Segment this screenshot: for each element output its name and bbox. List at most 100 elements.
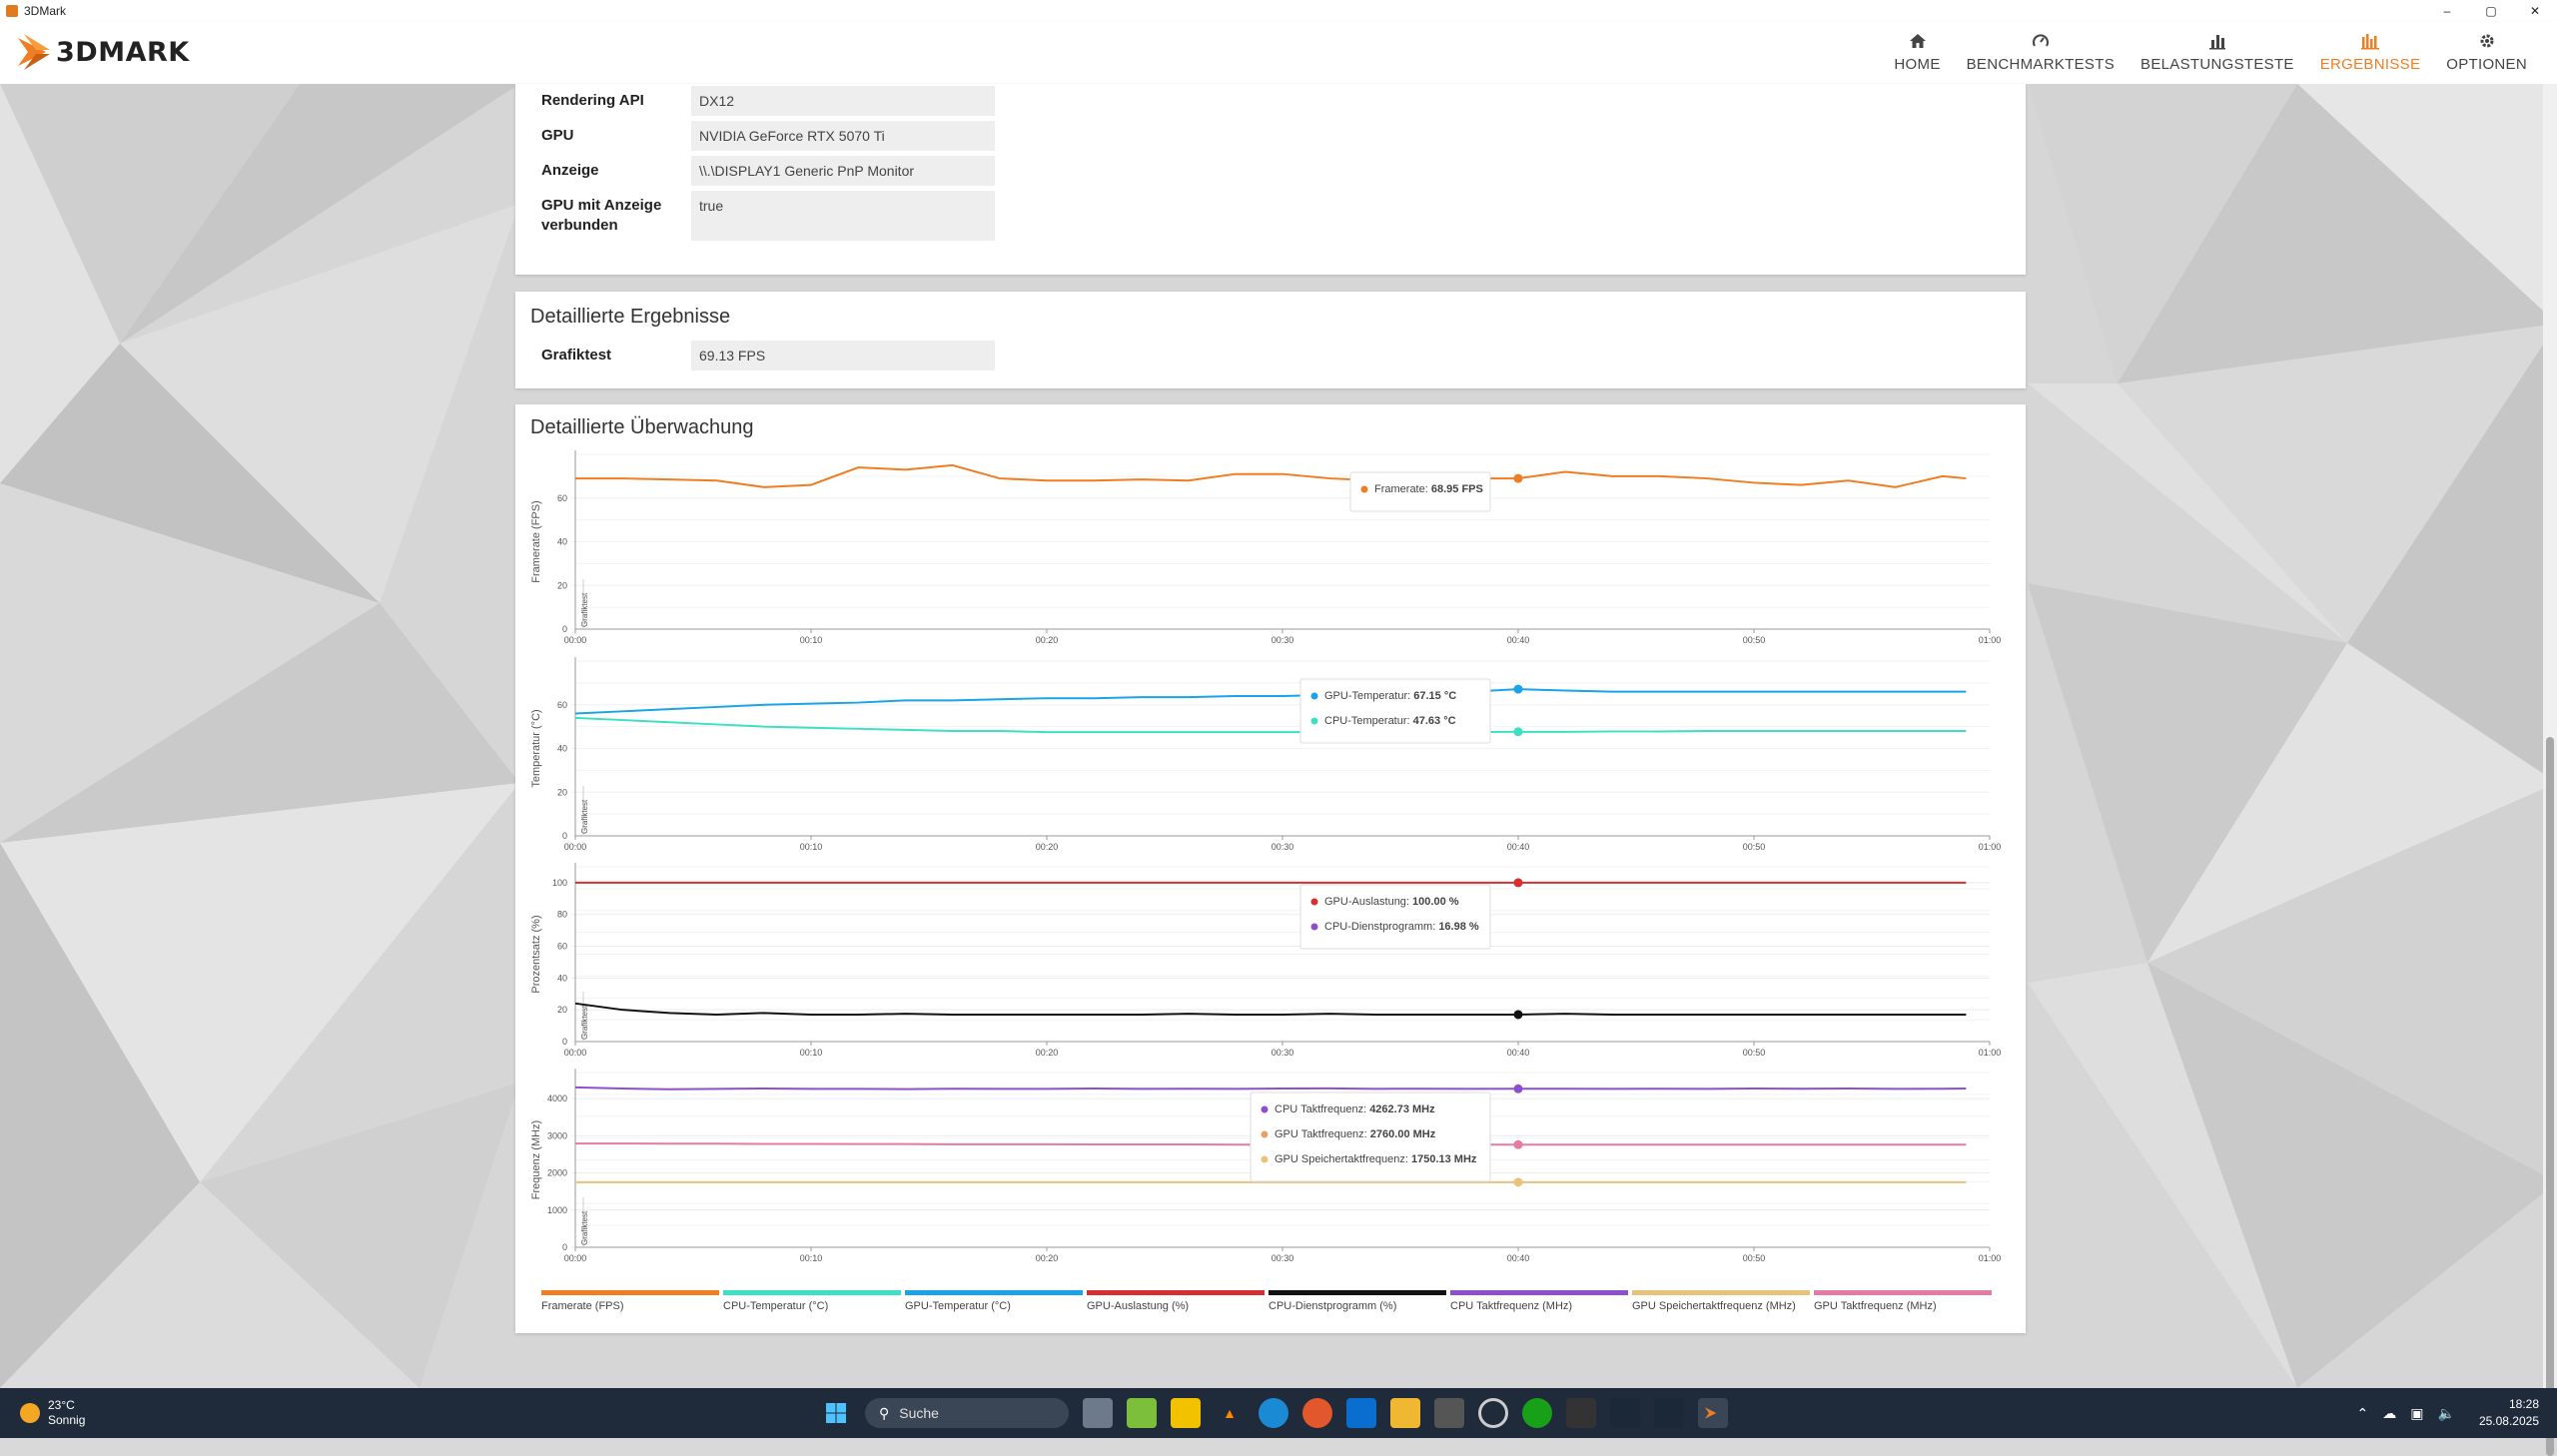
close-button[interactable]: ✕ <box>2513 0 2557 22</box>
y-tick-label: 3000 <box>547 1130 567 1140</box>
legend-item[interactable]: GPU-Temperatur (°C) <box>905 1290 1083 1312</box>
legend-item[interactable]: CPU-Dienstprogramm (%) <box>1269 1290 1446 1312</box>
file-explorer-icon[interactable] <box>1390 1398 1420 1428</box>
y-tick-label: 0 <box>562 624 567 634</box>
clock-date: 25.08.2025 <box>2479 1413 2539 1430</box>
series-marker <box>1514 878 1523 887</box>
y-tick-label: 2000 <box>547 1168 567 1178</box>
x-tick-label: 00:00 <box>564 842 587 852</box>
maximize-button[interactable]: ▢ <box>2469 0 2513 22</box>
y-axis-label: Framerate (FPS) <box>530 500 542 583</box>
legend-item[interactable]: CPU Taktfrequenz (MHz) <box>1450 1290 1628 1312</box>
nav-optionen[interactable]: OPTIONEN <box>2446 28 2527 73</box>
nav-home-label: HOME <box>1894 56 1940 73</box>
x-tick-label: 00:30 <box>1272 842 1294 852</box>
series-marker <box>1514 685 1523 694</box>
3dmark-taskbar-icon[interactable] <box>1698 1398 1728 1428</box>
x-tick-label: 00:40 <box>1507 1253 1530 1263</box>
y-tick-label: 60 <box>557 493 567 503</box>
tooltip-dot <box>1311 899 1318 906</box>
app-icon-yellow[interactable] <box>1171 1398 1201 1428</box>
tooltip-dot <box>1262 1106 1269 1113</box>
gauge-icon <box>2028 28 2054 54</box>
legend-item[interactable]: CPU-Temperatur (°C) <box>723 1290 901 1312</box>
weather-widget[interactable]: 23°C Sonnig <box>20 1398 85 1428</box>
legend-color-bar <box>1087 1290 1265 1295</box>
y-tick-label: 20 <box>557 1005 567 1015</box>
x-tick-label: 00:40 <box>1507 635 1530 645</box>
nav-benchmarktests[interactable]: BENCHMARKTESTS <box>1967 28 2115 73</box>
network-icon[interactable]: ▣ <box>2410 1405 2423 1422</box>
info-value: NVIDIA GeForce RTX 5070 Ti <box>691 121 995 151</box>
tooltip-text: CPU-Dienstprogramm: 16.98 % <box>1324 921 1479 933</box>
result-row-grafiktest: Grafiktest 69.13 FPS <box>541 341 995 370</box>
scrollbar[interactable] <box>2543 84 2557 1388</box>
y-axis-label: Frequenz (MHz) <box>530 1120 542 1199</box>
nav-belastungsteste[interactable]: BELASTUNGSTESTE <box>2140 28 2294 73</box>
series-line <box>575 1088 1966 1090</box>
x-tick-label: 00:20 <box>1036 635 1059 645</box>
info-label: Anzeige <box>541 156 691 186</box>
legend-label: GPU Taktfrequenz (MHz) <box>1814 1300 1992 1312</box>
x-tick-label: 00:30 <box>1272 1048 1294 1058</box>
legend-item[interactable]: Framerate (FPS) <box>541 1290 719 1312</box>
bar-chart-icon <box>2204 28 2230 54</box>
search-label: Suche <box>899 1405 939 1421</box>
steam-icon-2[interactable] <box>1654 1398 1684 1428</box>
info-row-gpu: GPU NVIDIA GeForce RTX 5070 Ti <box>541 121 995 151</box>
3dmark-logo-icon <box>16 32 60 72</box>
clock[interactable]: 18:28 25.08.2025 <box>2479 1396 2539 1430</box>
x-tick-label: 00:50 <box>1743 842 1766 852</box>
minimize-button[interactable]: – <box>2425 0 2469 22</box>
legend-label: CPU-Temperatur (°C) <box>723 1300 901 1312</box>
app-logo[interactable]: 3DMARK <box>16 32 190 72</box>
sun-icon <box>20 1403 40 1423</box>
xbox-icon[interactable] <box>1522 1398 1552 1428</box>
nav-home[interactable]: HOME <box>1894 28 1940 73</box>
nav-optionen-label: OPTIONEN <box>2446 56 2527 73</box>
y-tick-label: 40 <box>557 973 567 983</box>
info-value: DX12 <box>691 86 995 116</box>
windows-start-icon[interactable] <box>821 1398 851 1428</box>
edge-icon[interactable] <box>1259 1398 1288 1428</box>
tooltip-text: GPU Speichertaktfrequenz: 1750.13 MHz <box>1275 1153 1477 1165</box>
task-view-icon[interactable] <box>1083 1398 1113 1428</box>
legend-item[interactable]: GPU Speichertaktfrequenz (MHz) <box>1632 1290 1810 1312</box>
cpuz-icon[interactable] <box>1434 1398 1464 1428</box>
tooltip-dot <box>1311 693 1318 700</box>
x-tick-label: 00:10 <box>800 1253 823 1263</box>
legend-color-bar <box>723 1290 901 1295</box>
windows-taskbar: 23°C Sonnig ⚲ Suche ▲ ⌃ ☁ ▣ 🔈 <box>0 1388 2557 1438</box>
series-marker <box>1514 1085 1523 1093</box>
epic-games-icon[interactable] <box>1566 1398 1596 1428</box>
window-titlebar: 3DMark – ▢ ✕ <box>0 0 2557 23</box>
nav-ergebnisse[interactable]: ERGEBNISSE <box>2320 28 2421 73</box>
firefox-icon[interactable] <box>1302 1398 1332 1428</box>
legend-item[interactable]: GPU Taktfrequenz (MHz) <box>1814 1290 1992 1312</box>
window-title: 3DMark <box>24 4 66 18</box>
taskbar-search[interactable]: ⚲ Suche <box>865 1398 1069 1428</box>
y-tick-label: 40 <box>557 744 567 754</box>
volume-icon[interactable]: 🔈 <box>2438 1405 2455 1422</box>
series-line <box>575 718 1966 732</box>
tooltip-dot <box>1311 718 1318 725</box>
x-tick-label: 00:10 <box>800 842 823 852</box>
system-info-panel: Rendering API DX12 GPU NVIDIA GeForce RT… <box>515 84 2026 275</box>
legend-item[interactable]: GPU-Auslastung (%) <box>1087 1290 1265 1312</box>
y-tick-label: 40 <box>557 537 567 547</box>
outlook-icon[interactable] <box>1346 1398 1376 1428</box>
vlc-icon[interactable]: ▲ <box>1215 1398 1245 1428</box>
chevron-up-icon[interactable]: ⌃ <box>2357 1405 2369 1422</box>
tooltip-dot <box>1262 1131 1269 1138</box>
app-icon-green[interactable] <box>1127 1398 1157 1428</box>
scrollbar-thumb[interactable] <box>2546 737 2554 1456</box>
x-tick-label: 00:00 <box>564 1048 587 1058</box>
cloud-icon[interactable]: ☁ <box>2382 1405 2396 1422</box>
steam-icon[interactable] <box>1610 1398 1640 1428</box>
x-tick-label: 00:00 <box>564 635 587 645</box>
obs-icon[interactable] <box>1478 1398 1508 1428</box>
y-tick-label: 60 <box>557 942 567 952</box>
legend-color-bar <box>1632 1290 1810 1295</box>
